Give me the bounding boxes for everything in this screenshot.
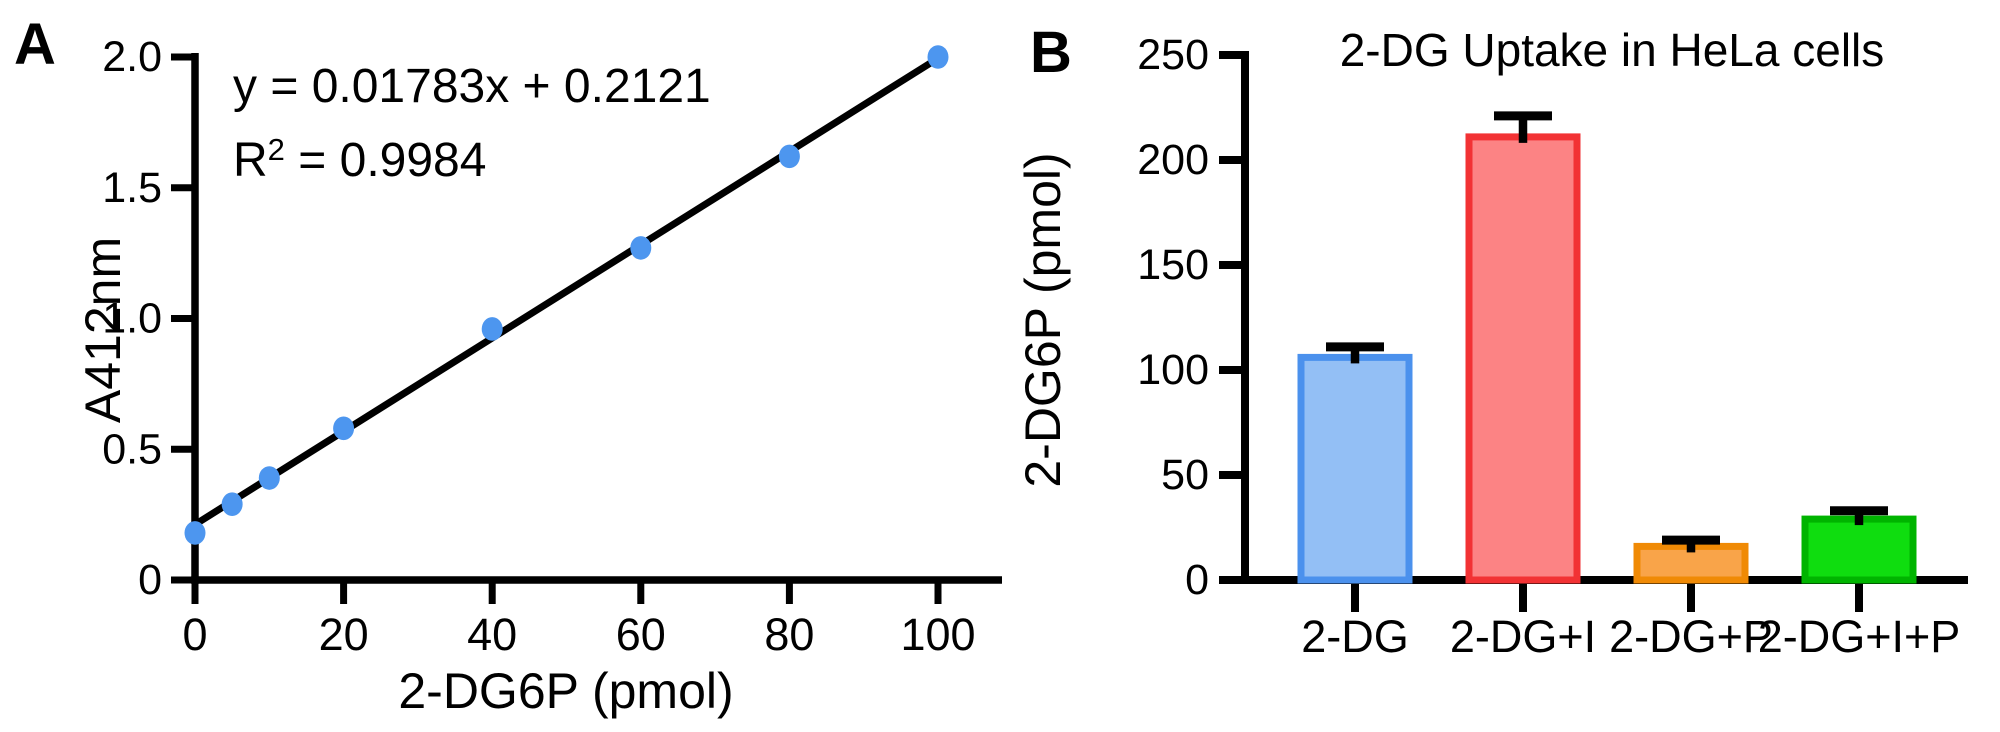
category-label-2-DG: 2-DG bbox=[1301, 611, 1409, 662]
regression-line bbox=[193, 55, 940, 528]
scatter-point bbox=[630, 236, 652, 260]
scatter-point bbox=[778, 144, 800, 169]
r-squared-superscript: 2 bbox=[268, 132, 285, 167]
a-x-tick-label: 0 bbox=[182, 609, 207, 660]
b-y-tick-label: 200 bbox=[1137, 136, 1209, 184]
panel-b-y-axis-label: 2-DG6P (pmol) bbox=[1015, 152, 1071, 487]
a-y-tick-label: 1.5 bbox=[102, 164, 162, 212]
scatter-point bbox=[258, 466, 280, 490]
bar-2-DG bbox=[1297, 353, 1413, 584]
category-label-2-DG+I+P: 2-DG+I+P bbox=[1758, 611, 1961, 662]
a-x-tick-label: 40 bbox=[467, 609, 517, 660]
r-squared-base: R bbox=[233, 134, 268, 187]
scatter-point bbox=[481, 317, 503, 341]
a-x-tick-label: 20 bbox=[319, 609, 369, 660]
a-y-tick-label: 0 bbox=[138, 556, 162, 604]
scatter-point bbox=[927, 45, 949, 69]
panel-b-title: 2-DG Uptake in HeLa cells bbox=[1340, 24, 1885, 76]
b-y-tick-label: 50 bbox=[1161, 451, 1209, 499]
r-squared-value: = 0.9984 bbox=[285, 134, 487, 187]
bar-2-DG+I+P bbox=[1801, 515, 1917, 584]
r-squared-text: R2 = 0.9984 bbox=[233, 132, 486, 187]
scatter-point bbox=[333, 416, 355, 441]
panel-a-standard-curve: A y = 0.01783x + 0.2121 R2 = 0.9984 A412… bbox=[14, 12, 1002, 719]
a-y-tick-label: 2.0 bbox=[102, 33, 162, 81]
a-x-tick-label: 100 bbox=[900, 609, 975, 660]
scatter-point bbox=[184, 521, 206, 545]
panel-a-plot-area: 0 0.5 1.0 1.5 2.0 0 20 40 60 80 100 bbox=[102, 33, 1002, 660]
panel-b-bar-chart: B 2-DG Uptake in HeLa cells 2-DG6P (pmol… bbox=[1015, 20, 1968, 662]
b-y-tick-label: 150 bbox=[1137, 241, 1209, 289]
panel-a-y-axis-label: A412nm bbox=[75, 237, 131, 423]
scatter-point bbox=[221, 492, 243, 516]
b-y-tick-label: 250 bbox=[1137, 31, 1209, 79]
a-y-tick-label: 0.5 bbox=[102, 425, 162, 473]
a-x-tick-label: 60 bbox=[616, 609, 666, 660]
regression-equation-text: y = 0.01783x + 0.2121 bbox=[233, 60, 711, 113]
a-y-tick-label: 1.0 bbox=[102, 295, 162, 343]
category-label-2-DG+P: 2-DG+P bbox=[1609, 611, 1773, 662]
b-y-tick-label: 100 bbox=[1137, 346, 1209, 394]
panel-b-plot-area: 0 50 100 150 200 250 2-DG 2-DG+I 2-DG+P2-DG+I+P bbox=[1137, 31, 1968, 662]
b-y-tick-label: 0 bbox=[1185, 556, 1209, 604]
panel-b-letter: B bbox=[1030, 20, 1072, 85]
bar-2-DG+I bbox=[1465, 133, 1581, 584]
panel-a-x-axis-label: 2-DG6P (pmol) bbox=[398, 663, 733, 719]
category-label-2-DG+I: 2-DG+I bbox=[1450, 611, 1596, 662]
a-x-tick-label: 80 bbox=[764, 609, 814, 660]
panel-a-letter: A bbox=[14, 12, 56, 77]
